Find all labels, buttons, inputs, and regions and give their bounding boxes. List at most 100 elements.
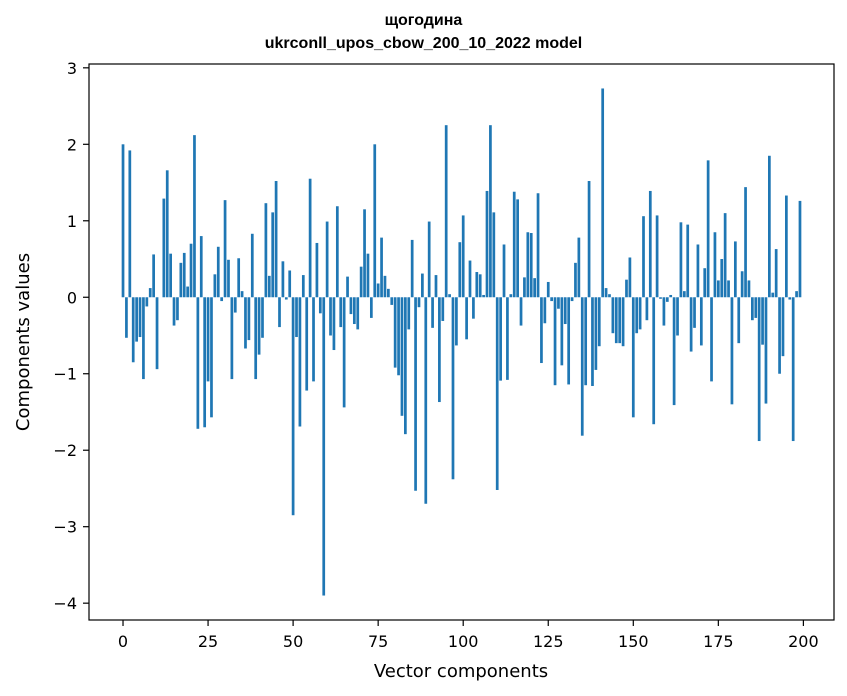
bar-37 (247, 297, 251, 341)
bars-layer (121, 88, 802, 596)
bar-114 (509, 294, 513, 298)
y-tick-label: −3 (53, 518, 77, 537)
bar-179 (730, 297, 734, 405)
y-tick-label: 3 (67, 59, 77, 78)
bar-190 (768, 155, 771, 298)
bar-26 (210, 297, 213, 418)
x-tick-label: 75 (368, 632, 388, 651)
bar-113 (506, 297, 509, 380)
bar-46 (278, 297, 281, 328)
bar-70 (359, 266, 363, 298)
bar-49 (288, 270, 292, 298)
bar-45 (274, 181, 278, 298)
bar-75 (376, 283, 380, 298)
bar-119 (526, 232, 530, 298)
bar-42 (264, 203, 268, 298)
bar-180 (733, 241, 737, 298)
bar-139 (594, 297, 598, 370)
bar-105 (478, 274, 482, 298)
bar-0 (121, 144, 125, 298)
bar-133 (574, 262, 577, 298)
bar-73 (369, 297, 373, 318)
bar-178 (727, 280, 730, 298)
bar-89 (424, 297, 428, 504)
bar-33 (233, 297, 237, 313)
bar-158 (659, 297, 662, 299)
bar-82 (400, 297, 404, 416)
bar-95 (444, 125, 448, 298)
y-axis: −4 −3 −2 −1 0 1 2 3 (53, 59, 89, 613)
bar-19 (186, 286, 190, 298)
bar-143 (608, 294, 611, 298)
bar-84 (407, 297, 411, 330)
bar-91 (431, 297, 434, 328)
y-tick-label: 1 (67, 212, 77, 231)
bar-62 (332, 297, 336, 351)
bar-108 (489, 125, 492, 298)
bar-193 (778, 297, 781, 374)
bar-187 (757, 297, 761, 442)
bar-68 (352, 297, 356, 325)
bar-194 (781, 297, 785, 357)
y-tick-label: −1 (53, 365, 77, 384)
bar-109 (492, 212, 496, 298)
bar-7 (145, 297, 149, 307)
bar-100 (461, 215, 465, 298)
bar-58 (318, 297, 322, 314)
x-tick-label: 25 (198, 632, 218, 651)
bar-24 (203, 297, 207, 428)
bar-87 (417, 297, 421, 308)
bar-34 (237, 258, 241, 298)
bar-183 (744, 187, 747, 298)
bar-56 (312, 297, 315, 382)
chart-title-line2: ukrconll_upos_cbow_200_10_2022 model (264, 35, 583, 52)
bar-151 (635, 297, 639, 334)
bar-36 (244, 297, 247, 349)
bar-80 (393, 297, 397, 368)
bar-189 (764, 297, 768, 404)
bar-144 (611, 297, 615, 334)
bar-54 (305, 297, 309, 391)
bar-60 (325, 221, 329, 298)
bar-77 (383, 275, 387, 298)
bar-76 (380, 237, 383, 298)
bar-157 (655, 215, 659, 298)
bar-74 (373, 144, 377, 298)
bar-126 (550, 297, 554, 302)
bar-15 (172, 297, 176, 326)
bar-47 (281, 261, 285, 298)
x-tick-label: 200 (788, 632, 819, 651)
bar-14 (169, 253, 172, 298)
bar-12 (162, 198, 166, 298)
bar-4 (135, 297, 138, 342)
bar-123 (540, 297, 543, 364)
bar-152 (638, 297, 642, 330)
bar-127 (553, 297, 557, 386)
bar-159 (662, 297, 666, 326)
bar-69 (356, 297, 360, 330)
bar-18 (182, 252, 186, 298)
y-tick-label: 2 (67, 135, 77, 154)
bar-115 (512, 191, 516, 298)
bar-102 (468, 260, 472, 298)
x-tick-label: 100 (448, 632, 479, 651)
bar-81 (397, 297, 400, 376)
bar-5 (138, 297, 142, 338)
bar-88 (421, 273, 424, 298)
bar-195 (785, 195, 788, 298)
bar-150 (631, 297, 635, 418)
bar-140 (597, 297, 601, 347)
bar-172 (706, 160, 710, 298)
bar-186 (754, 297, 758, 318)
bar-135 (580, 297, 584, 436)
bar-57 (315, 242, 319, 298)
bar-8 (148, 288, 152, 298)
bar-79 (390, 297, 394, 305)
x-tick-label: 50 (283, 632, 303, 651)
bar-1 (125, 297, 128, 338)
bar-155 (648, 190, 652, 298)
bar-138 (591, 297, 594, 386)
bar-188 (761, 297, 764, 345)
bar-120 (529, 233, 533, 298)
